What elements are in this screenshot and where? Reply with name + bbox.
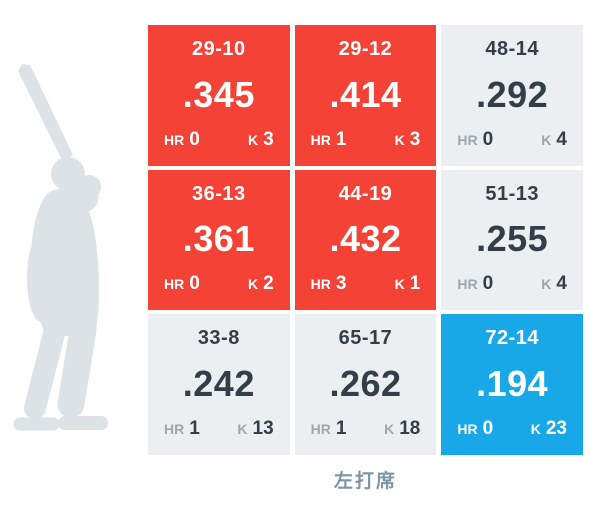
batter-box-label: 左打席 [333,471,397,492]
hr-value: 0 [482,273,494,295]
k-value: 3 [409,128,421,150]
k-value: 18 [399,417,421,439]
hr-value: 1 [335,417,347,439]
zone-average: .345 [182,73,255,115]
k-label: K [530,420,541,437]
k-label: K [541,131,552,148]
k-value: 23 [545,417,567,439]
zone-average: .432 [329,218,402,260]
zone-matchup: 65-17 [338,327,393,350]
zone-cell-bottom-inside: 33-8 .242 HR 1 K 13 [148,314,290,455]
hr-label: HR [164,276,185,293]
hr-value: 1 [189,417,200,439]
hr-value: 0 [189,128,200,150]
hr-value: 0 [482,417,494,439]
zone-average: .255 [476,218,549,260]
k-value: 4 [556,273,567,295]
hr-label: HR [457,276,478,293]
hr-value: 0 [189,273,200,295]
hr-value: 1 [335,128,347,150]
zone-average: .262 [329,363,402,405]
k-label: K [541,276,552,293]
zone-matchup: 44-19 [338,182,393,205]
k-label: K [384,420,395,437]
k-value: 1 [409,273,421,295]
zone-average: .361 [182,218,255,260]
zone-matchup: 72-14 [485,327,539,350]
hr-label: HR [457,131,478,148]
zone-average: .242 [182,363,255,405]
zone-matchup: 48-14 [485,38,539,60]
hr-label: HR [457,420,478,437]
hr-label: HR [310,276,331,293]
k-value: 3 [263,128,274,150]
hr-value: 0 [482,128,494,150]
zone-matchup: 33-8 [197,327,240,350]
k-value: 2 [263,273,274,295]
zone-cell-bottom-outside: 72-14 .194 HR 0 K 23 [441,314,583,455]
batter-silhouette-icon [13,64,108,431]
k-label: K [394,131,405,148]
k-label: K [237,420,248,437]
hr-label: HR [310,420,331,437]
k-label: K [394,276,405,293]
k-value: 13 [252,417,274,439]
zone-matchup: 29-10 [192,38,246,60]
hr-value: 3 [335,273,347,295]
k-value: 4 [556,128,567,150]
zone-matchup: 29-12 [338,38,393,60]
hr-label: HR [164,420,185,437]
hr-label: HR [310,131,331,148]
zone-average: .194 [476,363,549,405]
k-label: K [247,276,259,293]
zone-matchup: 51-13 [485,182,539,205]
hr-label: HR [164,131,185,148]
zone-average: .292 [476,73,549,115]
k-label: K [247,131,259,148]
zone-matchup: 36-13 [192,182,246,205]
zone-cell-bottom-middle: 65-17 .262 HR 1 K 18 [294,314,437,455]
zone-average: .414 [329,73,402,115]
